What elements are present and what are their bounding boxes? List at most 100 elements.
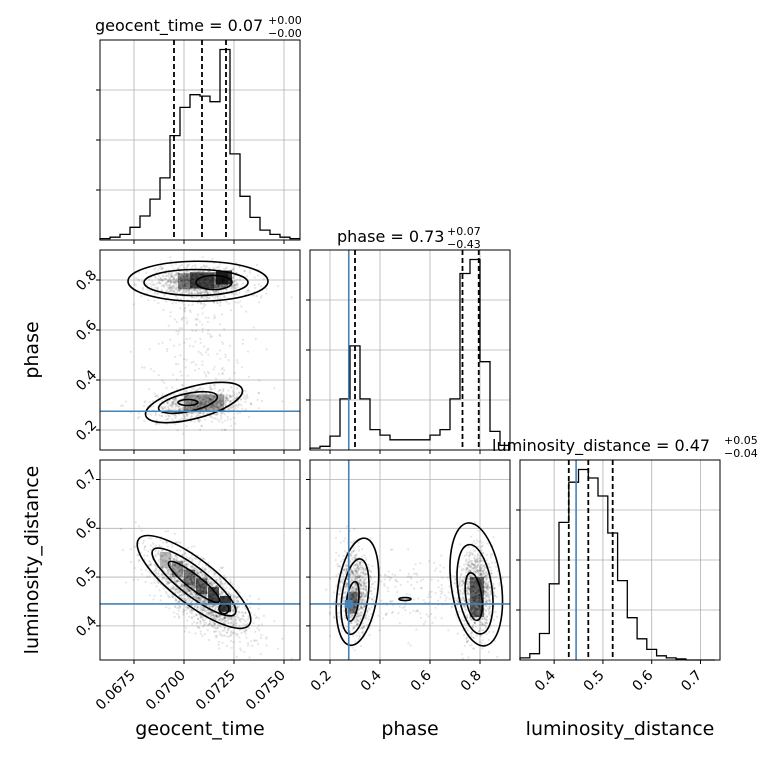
sample-point xyxy=(244,611,247,615)
sample-point xyxy=(185,322,188,325)
sample-point xyxy=(241,366,244,369)
sample-point xyxy=(221,403,224,406)
histogram-luminosity_distance xyxy=(519,468,716,661)
sample-point xyxy=(253,294,256,297)
sample-point xyxy=(214,395,217,398)
sample-point xyxy=(168,607,171,610)
sample-point xyxy=(242,623,245,626)
sample-point xyxy=(158,414,161,417)
sample-point xyxy=(170,404,173,407)
sample-point xyxy=(223,574,226,577)
sample-point xyxy=(205,568,208,571)
sample-point xyxy=(228,377,231,380)
sample-point xyxy=(225,300,228,304)
sample-point xyxy=(196,395,199,398)
sample-point xyxy=(184,395,187,398)
sample-point xyxy=(163,587,166,590)
sample-point xyxy=(247,642,250,645)
sample-point xyxy=(257,392,261,395)
sample-point xyxy=(146,284,149,287)
sample-point xyxy=(197,291,200,295)
sample-point xyxy=(221,634,224,638)
sample-point xyxy=(147,413,150,416)
sample-point xyxy=(186,281,189,284)
sample-point xyxy=(182,610,185,613)
sample-point xyxy=(239,647,242,650)
sample-point xyxy=(171,386,174,389)
sample-point xyxy=(235,396,238,399)
sample-point xyxy=(170,286,173,289)
sample-point xyxy=(141,286,144,289)
sample-point xyxy=(416,573,419,576)
sample-point xyxy=(129,560,133,564)
sample-point xyxy=(174,362,178,365)
sample-point xyxy=(201,327,204,330)
sample-point xyxy=(148,278,151,281)
sample-point xyxy=(204,394,207,397)
sample-point xyxy=(196,625,199,629)
sample-point xyxy=(195,296,198,299)
sample-point xyxy=(190,283,193,286)
sample-point xyxy=(154,267,157,270)
sample-point xyxy=(204,623,207,627)
sample-point xyxy=(245,629,248,632)
sample-point xyxy=(335,551,338,555)
sample-point xyxy=(205,403,208,406)
sample-point xyxy=(181,292,184,295)
sample-point xyxy=(215,301,219,304)
sample-point xyxy=(239,300,242,303)
sample-point xyxy=(203,619,206,622)
sample-point xyxy=(254,630,257,634)
sample-point xyxy=(188,395,191,398)
sample-point xyxy=(179,407,182,410)
sample-point xyxy=(190,296,193,299)
sample-point xyxy=(138,558,141,561)
sample-point xyxy=(159,594,162,598)
sample-point xyxy=(265,636,268,639)
sample-point xyxy=(191,285,194,288)
sample-point xyxy=(201,360,204,363)
sample-point xyxy=(140,280,144,283)
sample-point xyxy=(226,394,229,397)
sample-point xyxy=(161,267,164,270)
sample-point xyxy=(273,387,276,390)
sample-point xyxy=(194,632,197,635)
sample-point xyxy=(197,292,200,295)
sample-point xyxy=(238,278,242,282)
sample-point xyxy=(187,589,190,592)
sample-point xyxy=(185,274,188,277)
sample-point xyxy=(157,268,160,272)
sample-point xyxy=(136,417,140,420)
sample-point xyxy=(175,330,178,333)
sample-point xyxy=(207,407,210,411)
sample-point xyxy=(201,307,204,310)
sample-point xyxy=(187,292,190,295)
sample-point xyxy=(157,292,160,295)
sample-point xyxy=(234,625,237,628)
sample-point xyxy=(134,283,137,287)
sample-point xyxy=(185,556,188,559)
sample-point xyxy=(185,337,188,341)
sample-point xyxy=(225,266,228,269)
sample-point xyxy=(218,304,221,307)
sample-point xyxy=(184,366,187,369)
sample-point xyxy=(178,405,181,408)
sample-point xyxy=(195,323,198,327)
sample-point xyxy=(190,415,193,418)
sample-point xyxy=(175,262,178,266)
sample-point xyxy=(224,401,227,404)
sample-point xyxy=(150,582,153,585)
sample-point xyxy=(191,265,194,268)
sample-point xyxy=(199,403,202,406)
sample-point xyxy=(169,274,172,277)
sample-point xyxy=(206,609,209,612)
sample-point xyxy=(235,615,238,618)
sample-point xyxy=(248,594,251,598)
sample-point xyxy=(149,282,152,286)
sample-point xyxy=(169,259,173,262)
sample-point xyxy=(148,289,151,292)
sample-point xyxy=(220,404,223,407)
sample-point xyxy=(140,568,143,571)
sample-point xyxy=(225,397,228,400)
sample-point xyxy=(191,303,194,306)
